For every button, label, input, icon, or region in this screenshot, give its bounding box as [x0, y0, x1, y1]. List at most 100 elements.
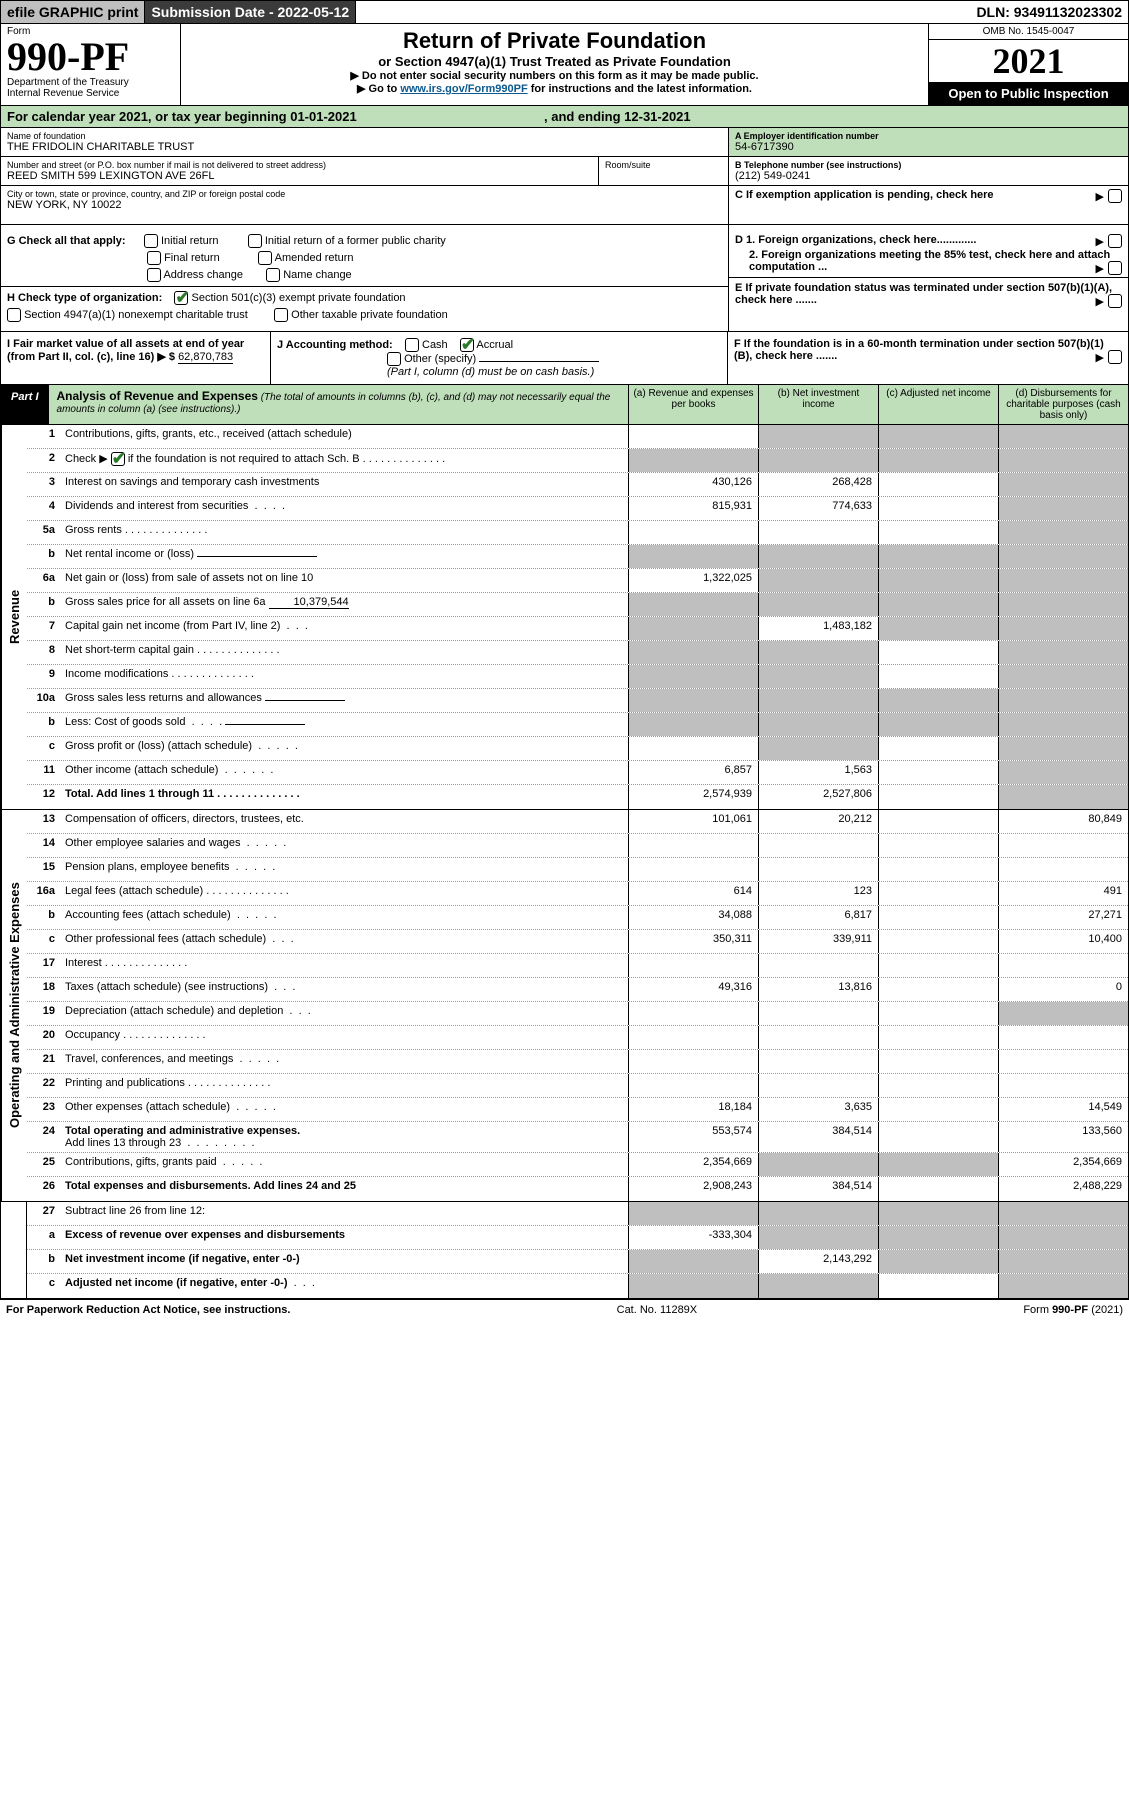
- r27b-b: 2,143,292: [758, 1250, 878, 1273]
- dln-label: DLN:: [976, 4, 1013, 20]
- g-addr-check[interactable]: [147, 268, 161, 282]
- r6b-v: 10,379,544: [269, 596, 349, 609]
- r15-d: Pension plans, employee benefits . . . .…: [61, 858, 628, 881]
- r26-n: 26: [27, 1177, 61, 1201]
- j-accrual-check[interactable]: [460, 338, 474, 352]
- g-final-check[interactable]: [147, 251, 161, 265]
- r15-n: 15: [27, 858, 61, 881]
- r4-a: 815,931: [628, 497, 758, 520]
- r24-dd: 133,560: [998, 1122, 1128, 1152]
- r4-dt: Dividends and interest from securities: [65, 500, 248, 512]
- r27c-n: c: [27, 1274, 61, 1298]
- r20-n: 20: [27, 1026, 61, 1049]
- r12-d: Total. Add lines 1 through 11: [61, 785, 628, 809]
- d-block: D 1. Foreign organizations, check here..…: [728, 225, 1128, 331]
- r4-n: 4: [27, 497, 61, 520]
- r18-n: 18: [27, 978, 61, 1001]
- r18-a: 49,316: [628, 978, 758, 1001]
- r19-n: 19: [27, 1002, 61, 1025]
- h-4947-check[interactable]: [7, 308, 21, 322]
- r26-b: 384,514: [758, 1177, 878, 1201]
- r15-dt: Pension plans, employee benefits: [65, 861, 230, 873]
- r18-dt: Taxes (attach schedule) (see instruction…: [65, 981, 268, 993]
- cal-begin: For calendar year 2021, or tax year begi…: [7, 109, 357, 124]
- r18-b: 13,816: [758, 978, 878, 1001]
- r10a-dt: Gross sales less returns and allowances: [65, 692, 262, 704]
- g-initial-pub: Initial return of a former public charit…: [265, 235, 446, 247]
- d2-check[interactable]: [1108, 261, 1122, 275]
- h-501-check[interactable]: [174, 291, 188, 305]
- g-name-change: Name change: [283, 269, 352, 281]
- h-other-tax: Other taxable private foundation: [291, 309, 448, 321]
- revenue-grid: Revenue 1Contributions, gifts, grants, e…: [0, 425, 1129, 810]
- r7-dt: Capital gain net income (from Part IV, l…: [65, 620, 280, 632]
- addr-label: Number and street (or P.O. box number if…: [7, 160, 592, 170]
- e-check[interactable]: [1108, 294, 1122, 308]
- g-amended: Amended return: [275, 252, 354, 264]
- r6a-a: 1,322,025: [628, 569, 758, 592]
- j-accrual: Accrual: [476, 339, 513, 351]
- r27b-n: b: [27, 1250, 61, 1273]
- r16c-d: Other professional fees (attach schedule…: [61, 930, 628, 953]
- r11-b: 1,563: [758, 761, 878, 784]
- g-name-check[interactable]: [266, 268, 280, 282]
- r25-n: 25: [27, 1153, 61, 1176]
- room-cell: Room/suite: [598, 157, 728, 185]
- r16a-b: 123: [758, 882, 878, 905]
- r3-d: Interest on savings and temporary cash i…: [61, 473, 628, 496]
- r27-d: Subtract line 26 from line 12:: [61, 1202, 628, 1225]
- r26-dd: 2,488,229: [998, 1177, 1128, 1201]
- r13-a: 101,061: [628, 810, 758, 833]
- f-label: F If the foundation is in a 60-month ter…: [734, 338, 1104, 362]
- g-initial-pub-check[interactable]: [248, 234, 262, 248]
- r11-d: Other income (attach schedule) . . . . .…: [61, 761, 628, 784]
- r18-dd: 0: [998, 978, 1128, 1001]
- h-other-check[interactable]: [274, 308, 288, 322]
- r9-d: Income modifications: [61, 665, 628, 688]
- col-d-hdr: (d) Disbursements for charitable purpose…: [998, 385, 1128, 424]
- r2-d1: Check ▶: [65, 453, 111, 465]
- r11-n: 11: [27, 761, 61, 784]
- r10c-n: c: [27, 737, 61, 760]
- expense-rows: 13Compensation of officers, directors, t…: [27, 810, 1128, 1201]
- r21-n: 21: [27, 1050, 61, 1073]
- d1-label: D 1. Foreign organizations, check here..…: [735, 234, 976, 246]
- r16a-n: 16a: [27, 882, 61, 905]
- form-link[interactable]: www.irs.gov/Form990PF: [400, 83, 527, 95]
- c-pending-check[interactable]: [1108, 189, 1122, 203]
- addr-cell: Number and street (or P.O. box number if…: [1, 157, 598, 185]
- top-bar: efile GRAPHIC print Submission Date - 20…: [0, 0, 1129, 24]
- r16a-d: Legal fees (attach schedule): [61, 882, 628, 905]
- r23-dd: 14,549: [998, 1098, 1128, 1121]
- hdr-right: OMB No. 1545-0047 2021 Open to Public In…: [928, 24, 1128, 105]
- city-label: City or town, state or province, country…: [7, 189, 722, 199]
- efile-print-button[interactable]: efile GRAPHIC print: [1, 1, 145, 23]
- j-cash-check[interactable]: [405, 338, 419, 352]
- r5b-dt: Net rental income or (loss): [65, 548, 194, 560]
- r10b-n: b: [27, 713, 61, 736]
- d1-check[interactable]: [1108, 234, 1122, 248]
- form-header: Form 990-PF Department of the Treasury I…: [0, 24, 1129, 106]
- part1-tag: Part I: [1, 385, 49, 424]
- g-initial-check[interactable]: [144, 234, 158, 248]
- instr2b: for instructions and the latest informat…: [528, 83, 752, 95]
- r6b-d: Gross sales price for all assets on line…: [61, 593, 628, 616]
- r26-a: 2,908,243: [628, 1177, 758, 1201]
- r14-dt: Other employee salaries and wages: [65, 837, 240, 849]
- r27b-d: Net investment income (if negative, ente…: [61, 1250, 628, 1273]
- r22-d: Printing and publications: [61, 1074, 628, 1097]
- j-other-check[interactable]: [387, 352, 401, 366]
- f-check[interactable]: [1108, 350, 1122, 364]
- g-amended-check[interactable]: [258, 251, 272, 265]
- subdate-label: Submission Date -: [151, 4, 277, 20]
- j-label: J Accounting method:: [277, 339, 393, 351]
- r24-d2: Add lines 13 through 23: [65, 1137, 181, 1149]
- calendar-year-row: For calendar year 2021, or tax year begi…: [0, 106, 1129, 128]
- r10a-d: Gross sales less returns and allowances: [61, 689, 628, 712]
- r2-check[interactable]: [111, 452, 125, 466]
- r14-d: Other employee salaries and wages . . . …: [61, 834, 628, 857]
- footer-left: For Paperwork Reduction Act Notice, see …: [6, 1304, 290, 1316]
- j-cash: Cash: [422, 339, 448, 351]
- r19-dt: Depreciation (attach schedule) and deple…: [65, 1005, 283, 1017]
- r25-a: 2,354,669: [628, 1153, 758, 1176]
